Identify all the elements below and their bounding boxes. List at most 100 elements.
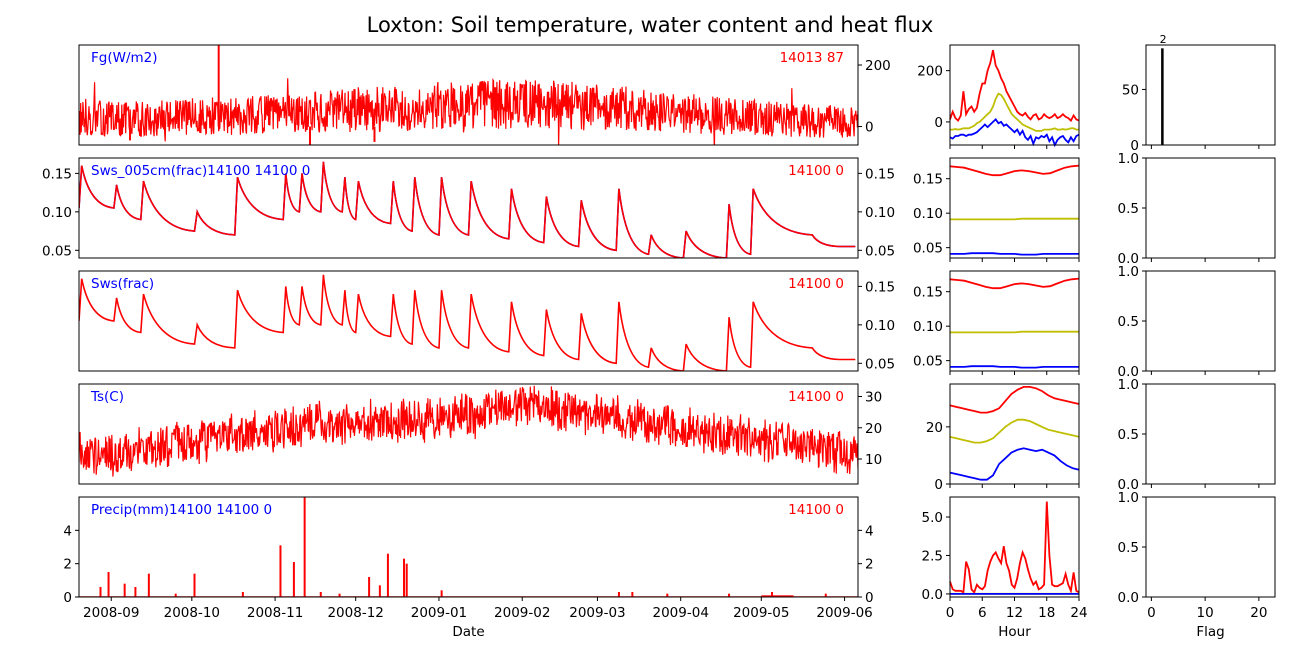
sws005_diurnal-ytick-label: 0.10	[913, 206, 943, 222]
fg_ts-ytick-label-right: 0	[865, 120, 874, 136]
sws005_ts-right-label: 14100 0	[788, 163, 844, 179]
precip_ts-ytick-label-right: 4	[865, 523, 874, 539]
precip_ts-xtick-label: 2009-04	[653, 605, 709, 621]
fg_ts-series-line	[79, 77, 858, 145]
ts_ts-ytick-label-right: 10	[865, 452, 882, 468]
precip_ts-ytick-label: 4	[63, 523, 72, 539]
precip_ts-bar-block	[761, 595, 794, 597]
precip_ts-xtick-label: 2008-10	[164, 605, 220, 621]
sws005_diurnal-min-line	[950, 252, 1079, 256]
precip_diurnal-xtick-label: 24	[1070, 605, 1087, 621]
precip_ts-xtick-label: 2009-06	[816, 605, 872, 621]
ts_diurnal-ytick-label: 0	[934, 477, 943, 493]
precip_ts-xtick-label: 2008-11	[247, 605, 303, 621]
panel-fg_ts: 200 0 Fg(W/m2) 14013 87	[78, 44, 891, 146]
precip_ts-xtick-label: 2008-09	[83, 605, 139, 621]
ts_flag-ytick-label: 0.0	[1118, 477, 1139, 493]
fg_diurnal-ytick-label: 0	[934, 115, 943, 131]
ts_ts-frame	[78, 383, 859, 485]
ts_ts-plot	[79, 385, 858, 477]
sws_flag-ytick-label: 1.0	[1118, 264, 1139, 280]
sws005_ts-ytick-label: 0.05	[42, 243, 72, 259]
precip_flag-ytick-label: 0.0	[1118, 590, 1139, 606]
sws_ts-ytick-label-right: 0.15	[865, 279, 895, 295]
sws005_diurnal-mean-line	[950, 217, 1079, 221]
precip_diurnal-max-line	[949, 501, 1080, 595]
precip_ts-ytick-label: 2	[63, 557, 72, 573]
ts_ts-left-label: Ts(C)	[90, 389, 124, 405]
sws_ts-left-label: Sws(frac)	[91, 276, 154, 292]
panel-fg_flag: 2 50 0	[1122, 33, 1276, 154]
precip_ts-ytick-label-right: 2	[865, 557, 874, 573]
ts_flag-ytick-label: 1.0	[1118, 377, 1139, 393]
precip_ts-frame	[78, 496, 859, 598]
ts_ts-ytick-label-right: 30	[865, 390, 882, 406]
precip_ts-ytick-label: 0	[63, 590, 72, 606]
panel-ts_diurnal: 20 0	[926, 383, 1080, 493]
precip_ts-xlabel: Date	[452, 624, 484, 640]
precip_diurnal-frame	[949, 496, 1080, 598]
ts_diurnal-min-line	[949, 447, 1080, 481]
precip_diurnal-xtick-label: 0	[946, 605, 955, 621]
fg_ts-plot	[79, 45, 858, 145]
precip_diurnal-ytick-label: 2.5	[922, 548, 943, 564]
precip_diurnal-xtick-label: 12	[1006, 605, 1023, 621]
sws005_diurnal-ytick-label: 0.15	[913, 172, 943, 188]
ts_flag-frame	[1145, 383, 1276, 485]
precip_ts-xtick-label: 2008-12	[327, 605, 383, 621]
fg_diurnal-min-line	[949, 118, 1080, 148]
precip_ts-plot	[79, 497, 858, 597]
panel-precip_flag: 1.0 0.5 0.0 0 10 20 Flag	[1118, 490, 1276, 640]
precip_diurnal-xtick-label: 18	[1038, 605, 1055, 621]
sws005_ts-frame	[78, 157, 859, 259]
fg_ts-left-label: Fg(W/m2)	[91, 50, 158, 66]
sws005_flag-ytick-label: 1.0	[1118, 151, 1139, 167]
precip_ts-xtick-label: 2009-01	[411, 605, 467, 621]
sws005_ts-ytick-label-right: 0.15	[865, 166, 895, 182]
panel-ts_flag: 1.0 0.5 0.0	[1118, 377, 1276, 493]
precip_flag-ytick-label: 1.0	[1118, 490, 1139, 506]
fg_diurnal-mean-line	[950, 92, 1079, 132]
precip_ts-xtick-label: 2009-02	[494, 605, 550, 621]
fg_flag-ytick-label: 0	[1130, 138, 1139, 154]
precip_ts-ytick-label-right: 0	[865, 590, 874, 606]
fg_ts-frame	[78, 44, 859, 146]
panel-sws005_diurnal: 0.15 0.10 0.05	[913, 157, 1080, 262]
ts_ts-ytick-label-right: 20	[865, 421, 882, 437]
sws005_flag-ytick-label: 0.5	[1118, 201, 1139, 217]
precip_flag-frame	[1145, 496, 1276, 598]
sws005_flag-frame	[1145, 157, 1276, 259]
fg_ts-ytick-label-right: 200	[865, 58, 891, 74]
precip_ts-right-label: 14100 0	[788, 502, 844, 518]
fg_diurnal-max-line	[949, 49, 1080, 123]
precip_diurnal-xtick-label: 6	[978, 605, 987, 621]
ts_diurnal-ytick-label: 20	[926, 420, 943, 436]
sws_diurnal-ytick-label: 0.15	[913, 285, 943, 301]
sws_ts-ytick-label-right: 0.10	[865, 318, 895, 334]
sws_diurnal-min-line	[950, 365, 1079, 369]
sws_flag-frame	[1145, 270, 1276, 372]
precip_diurnal-ytick-label: 0.0	[922, 587, 943, 603]
ts_ts-right-label: 14100 0	[788, 389, 844, 405]
sws005_ts-ytick-label: 0.10	[42, 205, 72, 221]
ts_diurnal-mean-line	[949, 418, 1080, 444]
sws_diurnal-frame	[949, 270, 1080, 372]
sws005_diurnal-frame	[949, 157, 1080, 259]
precip_diurnal-ytick-label: 5.0	[922, 510, 943, 526]
panel-sws_diurnal: 0.15 0.10 0.05	[913, 270, 1080, 375]
panel-sws_flag: 1.0 0.5 0.0	[1118, 264, 1276, 380]
panel-sws005_ts: 0.15 0.15 0.10 0.10 0.05 0.05 Sws_005cm(frac)1…	[42, 157, 895, 259]
sws005_diurnal-max-line	[949, 164, 1080, 177]
panel-sws_ts: 0.15 0.10 0.05 Sws(frac) 14100 0	[78, 270, 895, 372]
panel-precip_ts: 4 4 2 2 0 0 Precip(mm)14100 14100 0 14100 0 2008…	[63, 496, 874, 640]
sws_flag-ytick-label: 0.0	[1118, 364, 1139, 380]
panel-ts_ts: 30 20 10 Ts(C) 14100 0	[78, 383, 882, 485]
precip_flag-xtick-label: 10	[1197, 605, 1214, 621]
sws005_ts-left-label: Sws_005cm(frac)14100 14100 0	[91, 163, 310, 179]
fg_flag-ytick-label: 50	[1122, 82, 1139, 98]
sws_ts-series-line	[79, 274, 856, 371]
ts_diurnal-max-line	[949, 386, 1080, 414]
